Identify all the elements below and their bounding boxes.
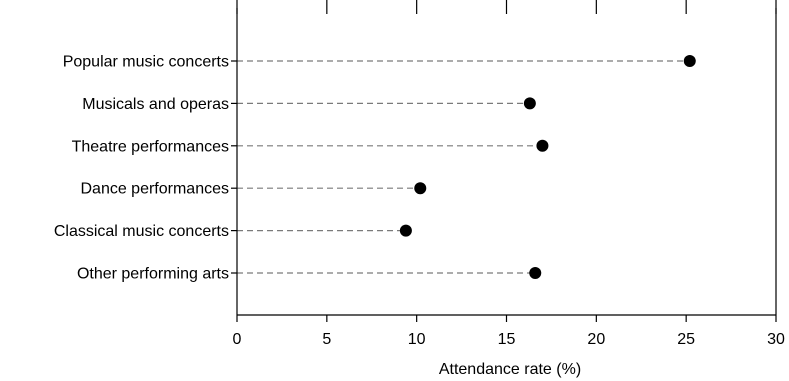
- data-point: [536, 139, 549, 152]
- x-tick-label: 10: [408, 331, 426, 348]
- data-point: [414, 182, 427, 195]
- category-label: Dance performances: [80, 181, 229, 198]
- leader-lines: [231, 60, 690, 274]
- x-tick-label: 30: [767, 331, 785, 348]
- x-tick-label: 0: [233, 331, 242, 348]
- x-tick-label: 20: [587, 331, 605, 348]
- x-tick-label: 5: [322, 331, 331, 348]
- category-label: Theatre performances: [72, 138, 229, 155]
- x-axis-ticks: [236, 315, 777, 322]
- top-axis-ticks: [236, 0, 777, 14]
- category-label: Other performing arts: [77, 266, 229, 283]
- data-point: [529, 267, 542, 279]
- data-points: [399, 55, 696, 279]
- plot-frame: [236, 8, 777, 316]
- x-tick-label: 15: [498, 331, 516, 348]
- x-tick-label: 25: [677, 331, 695, 348]
- x-axis-label: Attendance rate (%): [439, 361, 581, 378]
- category-label: Classical music concerts: [54, 223, 229, 240]
- category-label: Musicals and operas: [82, 96, 229, 113]
- data-point: [399, 224, 412, 237]
- category-labels: Popular music concerts Musicals and opera…: [54, 54, 229, 283]
- data-point: [683, 55, 696, 67]
- category-label: Popular music concerts: [63, 54, 229, 71]
- x-axis-tick-labels: 0 5 10 15 20 25 30: [233, 331, 785, 348]
- data-point: [523, 97, 536, 110]
